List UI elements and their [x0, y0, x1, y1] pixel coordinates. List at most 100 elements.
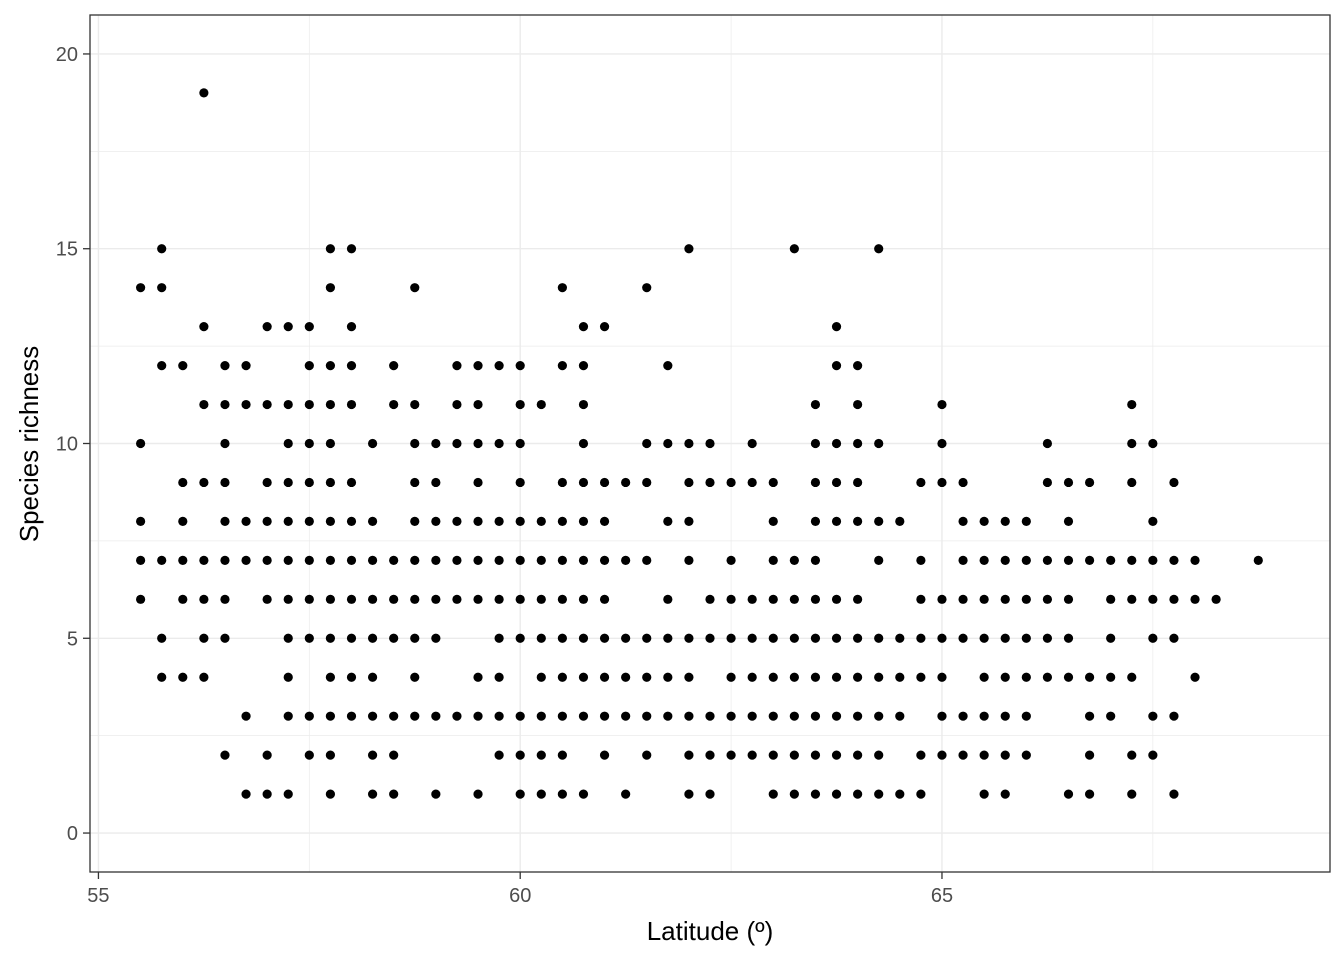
data-point	[325, 516, 336, 527]
data-point	[853, 399, 863, 410]
data-points	[136, 88, 1263, 799]
data-point	[346, 594, 357, 604]
data-point	[431, 711, 441, 721]
data-point	[726, 711, 736, 721]
data-point	[557, 750, 567, 760]
data-point	[937, 711, 947, 721]
data-point	[874, 750, 884, 760]
data-point	[831, 477, 842, 488]
data-point	[515, 750, 525, 760]
data-point	[599, 322, 610, 332]
data-point	[958, 516, 968, 527]
data-point	[1127, 555, 1137, 565]
data-point	[1127, 477, 1137, 488]
data-point	[684, 244, 694, 254]
data-point	[578, 399, 589, 410]
data-point	[853, 789, 863, 799]
data-point	[853, 594, 863, 604]
data-point	[747, 750, 757, 760]
data-point	[853, 711, 863, 721]
data-point	[283, 633, 293, 643]
data-point	[958, 750, 968, 760]
data-point	[578, 711, 589, 721]
data-point	[663, 594, 673, 604]
data-point	[136, 594, 146, 604]
data-point	[346, 399, 357, 410]
data-point	[916, 750, 926, 760]
data-point	[1106, 672, 1116, 682]
data-point	[283, 711, 293, 721]
data-point	[473, 555, 483, 565]
data-point	[684, 555, 694, 565]
data-point	[325, 360, 336, 371]
data-point	[916, 594, 926, 604]
data-point	[853, 477, 863, 488]
data-point	[874, 438, 884, 449]
data-point	[1063, 633, 1074, 643]
data-point	[684, 750, 694, 760]
data-point	[642, 633, 652, 643]
data-point	[346, 711, 357, 721]
data-point	[768, 633, 778, 643]
data-point	[199, 477, 209, 488]
x-axis-title: Latitude (º)	[647, 916, 774, 946]
data-point	[241, 360, 251, 371]
data-point	[178, 672, 188, 682]
data-point	[958, 555, 968, 565]
data-point	[747, 672, 757, 682]
data-point	[1063, 789, 1074, 799]
data-point	[1106, 555, 1116, 565]
data-point	[536, 516, 546, 527]
data-point	[325, 477, 336, 488]
data-point	[895, 633, 905, 643]
data-point	[916, 555, 926, 565]
data-point	[810, 555, 821, 565]
data-point	[1169, 555, 1179, 565]
data-point	[136, 516, 146, 527]
data-point	[853, 360, 863, 371]
data-point	[1084, 711, 1095, 721]
data-point	[367, 789, 378, 799]
data-point	[410, 555, 420, 565]
data-point	[346, 360, 357, 371]
data-point	[895, 516, 905, 527]
data-point	[410, 594, 420, 604]
data-point	[1148, 750, 1158, 760]
data-point	[831, 360, 842, 371]
data-point	[199, 672, 209, 682]
data-point	[1000, 555, 1010, 565]
data-point	[874, 555, 884, 565]
data-point	[979, 789, 989, 799]
data-point	[937, 399, 947, 410]
data-point	[325, 633, 336, 643]
data-point	[831, 633, 842, 643]
data-point	[325, 711, 336, 721]
data-point	[494, 360, 504, 371]
data-point	[578, 438, 589, 449]
data-point	[979, 633, 989, 643]
data-point	[241, 789, 251, 799]
data-point	[536, 750, 546, 760]
data-point	[705, 789, 715, 799]
data-point	[157, 672, 167, 682]
data-point	[557, 789, 567, 799]
x-tick-label: 60	[509, 885, 531, 907]
data-point	[410, 633, 420, 643]
data-point	[367, 594, 378, 604]
y-tick-label: 5	[67, 628, 78, 650]
data-point	[178, 594, 188, 604]
data-point	[1000, 750, 1010, 760]
data-point	[831, 672, 842, 682]
data-point	[621, 672, 631, 682]
data-point	[389, 360, 399, 371]
data-point	[494, 594, 504, 604]
data-point	[515, 711, 525, 721]
data-point	[199, 88, 209, 98]
data-point	[768, 516, 778, 527]
data-point	[283, 438, 293, 449]
data-point	[536, 633, 546, 643]
data-point	[768, 750, 778, 760]
data-point	[642, 711, 652, 721]
data-point	[494, 633, 504, 643]
data-point	[241, 555, 251, 565]
